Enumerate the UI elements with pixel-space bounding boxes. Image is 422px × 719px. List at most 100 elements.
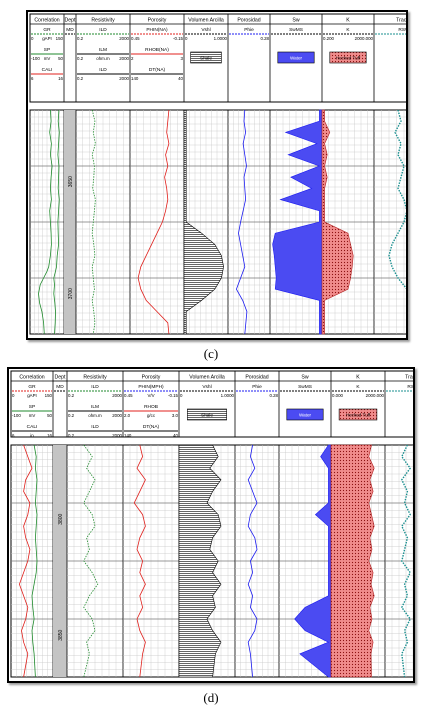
scale-right: 2000 <box>112 413 122 418</box>
curve-name: ILD <box>99 67 107 73</box>
legend-box <box>329 51 367 64</box>
curve-name: K <box>356 384 360 390</box>
scale-left: 0 <box>185 36 188 41</box>
curve-line <box>38 109 53 335</box>
scale-right: 40 <box>178 76 183 81</box>
sw-water-fill <box>294 444 332 678</box>
scale-left: 0.2 <box>68 413 75 418</box>
k-tuff-fill <box>330 444 375 678</box>
scale-left: 2 <box>131 56 134 61</box>
scale-left: 0.45 <box>124 393 133 398</box>
scale-left: 0.2 <box>77 36 84 41</box>
scale-left: 0.2 <box>68 393 75 398</box>
panel-caption-d: (d) <box>203 690 219 705</box>
track-body-8 <box>374 110 406 334</box>
scale-unit: ohm.m <box>88 413 102 418</box>
track-title: Track8 <box>405 375 413 381</box>
curve-line <box>31 444 38 678</box>
curve-name: RHOB(NA) <box>145 47 169 53</box>
curve-name: GR <box>43 27 51 33</box>
legend-box <box>286 408 324 421</box>
depth-track <box>64 110 76 334</box>
depth-label: 3650 <box>68 176 74 187</box>
series-sp <box>31 444 38 678</box>
track-title: Resistivity <box>83 375 107 381</box>
scale-right: 1.0000 <box>221 393 235 398</box>
scale-left: 0.45 <box>131 36 140 41</box>
curve-line <box>235 109 248 335</box>
shale-fill <box>178 444 222 678</box>
track-title: Volumen Arcilla <box>189 375 225 381</box>
curve-name: RHOB <box>144 404 158 410</box>
scale-left: 0 <box>180 393 183 398</box>
scale-unit: V/V <box>147 393 154 398</box>
scale-right: 2000.000 <box>366 393 385 398</box>
curve-name: DT(NA) <box>149 67 166 73</box>
track-body-3 <box>130 110 185 334</box>
log-header: Correlation GR 0 gAPI 150 SP -100 mV 50 CALI 6 in 16… <box>10 370 413 438</box>
curve-name: SwMS <box>289 27 303 33</box>
scale-left: 140 <box>131 76 139 81</box>
track-title: Correlation <box>34 18 59 24</box>
track-header-5: Porosidad Phie 0.28 <box>228 14 271 102</box>
scale-unit: gAPI <box>27 393 37 398</box>
series-vshl <box>183 109 224 335</box>
well-log-chart-d: Correlation GR 0 gAPI 150 SP -100 mV 50 CALI 6 in 16… <box>10 370 413 678</box>
curve-line <box>388 109 406 290</box>
track-title: Dept <box>55 375 67 381</box>
curve-name: ILM <box>99 47 107 53</box>
series-vshl <box>178 444 222 678</box>
log-body: 3650 3700 <box>29 109 406 335</box>
scale-unit: gAPI <box>42 36 52 41</box>
series-rsw <box>388 109 406 290</box>
sw-water-fill <box>272 109 323 335</box>
track-body-2 <box>76 110 131 334</box>
log-body: 3800 3850 <box>10 444 413 678</box>
curve-name: ILD <box>91 384 99 390</box>
scale-unit: in <box>30 433 34 438</box>
k-tuff-fill <box>321 109 354 335</box>
series-phin-na- <box>137 109 170 335</box>
curve-line <box>18 444 33 678</box>
scale-right: 2000 <box>112 393 122 398</box>
curve-name: K <box>346 27 350 33</box>
scale-right: 3 <box>181 56 184 61</box>
depth-label: 3700 <box>68 288 74 299</box>
curve-name: Phie <box>244 27 254 33</box>
legend-box <box>277 51 315 64</box>
legend-box <box>190 51 222 64</box>
series-ild <box>83 444 99 678</box>
scale-right: 16 <box>47 433 52 438</box>
series-ild <box>91 109 96 335</box>
track-body-0 <box>11 445 54 677</box>
curve-name: Vshl <box>202 384 211 390</box>
series-k <box>321 109 354 335</box>
scale-unit: g/cc <box>147 413 156 418</box>
panel-caption-c: (c) <box>203 346 219 361</box>
curve-name: ILD <box>91 424 99 430</box>
track-title: Track8 <box>396 18 406 24</box>
track-title: Porosity <box>142 375 161 381</box>
series-phie <box>247 444 258 678</box>
scale-left: 6 <box>31 76 34 81</box>
curve-name: MD <box>56 384 64 390</box>
scale-left: 0.2 <box>77 76 84 81</box>
track-header-8: Track8RSW250 <box>374 18 406 35</box>
series-rhob <box>133 444 146 678</box>
scale-left: 0.000 <box>332 393 344 398</box>
scale-left: 0 <box>12 393 15 398</box>
scale-right: 0.28 <box>260 36 269 41</box>
scale-left: 2.0 <box>124 413 131 418</box>
legend-box <box>338 408 378 421</box>
depth-label: 3850 <box>58 629 64 640</box>
track-title: Dept <box>65 18 77 24</box>
series-swms <box>294 444 332 678</box>
curve-name: Vshl <box>201 27 210 33</box>
scale-left: 0.2 <box>77 56 84 61</box>
scale-right: 2000 <box>119 36 129 41</box>
track-header-2: Resistivity ILD 0.2 2000 ILM 0.2 ohm.m 2000 ILD 0… <box>67 371 124 438</box>
series-sp <box>53 109 60 335</box>
scale-left: 0.200 <box>323 36 335 41</box>
track-title: Porosidad <box>245 375 268 381</box>
